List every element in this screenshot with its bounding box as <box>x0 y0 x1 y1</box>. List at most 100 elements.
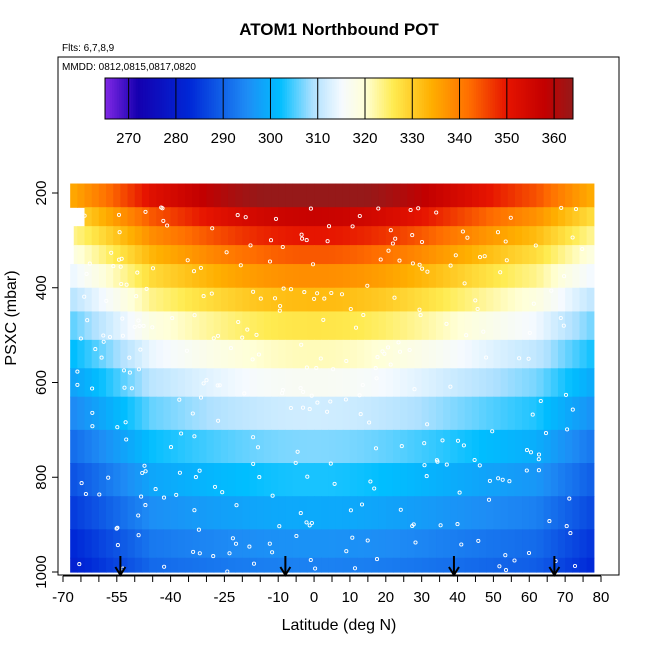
x-tick-label: 80 <box>593 589 610 606</box>
heatmap-cell <box>199 496 208 530</box>
heatmap-cell <box>227 463 236 497</box>
heatmap-cell <box>134 557 143 573</box>
heatmap-cell <box>134 463 143 497</box>
heatmap-cell <box>493 245 502 265</box>
heatmap-cell <box>192 245 200 265</box>
heatmap-cell <box>565 287 573 313</box>
heatmap-cell <box>321 226 330 246</box>
sample-point <box>517 356 522 361</box>
sample-point <box>75 369 80 374</box>
colorbar-swatch <box>523 78 527 119</box>
sample-point <box>448 263 453 268</box>
heatmap-cell <box>292 368 301 398</box>
sample-point <box>503 239 508 244</box>
heatmap-cell <box>314 226 322 246</box>
heatmap-cell <box>306 245 315 265</box>
sample-point <box>350 535 355 540</box>
heatmap-cell <box>550 396 559 431</box>
heatmap-cell <box>278 311 286 341</box>
heatmap-cell <box>91 496 100 530</box>
flights-annotation: Flts: 6,7,8,9 <box>62 43 115 54</box>
heatmap-cell <box>436 287 444 313</box>
colorbar-swatch <box>112 78 115 119</box>
sample-point <box>343 397 348 402</box>
heatmap-cell <box>263 287 272 313</box>
heatmap-cell <box>572 463 581 497</box>
sample-point <box>328 461 333 466</box>
heatmap-cell <box>493 396 502 431</box>
colorbar-swatch <box>331 78 335 119</box>
heatmap-cell <box>392 368 401 398</box>
colorbar-swatch <box>275 78 279 119</box>
heatmap-cell <box>306 339 315 369</box>
sample-point <box>227 551 232 556</box>
heatmap-cell <box>407 287 416 313</box>
heatmap-cell <box>278 226 286 246</box>
heatmap-cell <box>120 183 129 208</box>
sample-point <box>378 257 383 262</box>
heatmap-cell <box>163 287 172 313</box>
heatmap-cell <box>357 245 365 265</box>
heatmap-cell <box>579 183 588 208</box>
colorbar-swatch <box>535 78 539 119</box>
heatmap-cell <box>127 557 136 573</box>
heatmap-cell <box>450 429 459 464</box>
colorbar-swatch <box>419 78 423 119</box>
heatmap-cell <box>407 529 416 559</box>
heatmap-cell <box>213 496 222 530</box>
heatmap-cell <box>256 183 265 208</box>
heatmap-cell <box>486 529 494 559</box>
heatmap-cell <box>557 529 566 559</box>
heatmap-cell <box>507 311 516 341</box>
sample-point <box>124 437 129 442</box>
heatmap-cell <box>349 226 358 246</box>
heatmap-cell <box>120 557 129 573</box>
heatmap-cell <box>443 339 451 369</box>
heatmap-cell <box>357 311 365 341</box>
sample-point <box>360 382 365 388</box>
heatmap-cell <box>407 496 416 530</box>
heatmap-cell <box>443 287 451 313</box>
heatmap-cell <box>77 245 86 265</box>
heatmap-cell <box>565 463 573 497</box>
heatmap-cell <box>184 529 193 559</box>
heatmap-cell <box>392 529 401 559</box>
sample-point <box>490 429 495 434</box>
heatmap-cell <box>163 183 172 208</box>
heatmap-cell <box>321 207 330 227</box>
heatmap-cell <box>529 463 538 497</box>
heatmap-cell <box>271 463 279 497</box>
sample-point <box>299 342 304 347</box>
sample-point <box>526 550 532 556</box>
heatmap-cell <box>163 368 172 398</box>
sample-point <box>129 386 134 391</box>
heatmap-cell <box>428 183 437 208</box>
sample-point <box>267 259 273 264</box>
heatmap-cell <box>400 396 408 431</box>
heatmap-cell <box>299 245 308 265</box>
heatmap-cell <box>407 311 416 341</box>
heatmap-cell <box>514 264 523 289</box>
colorbar-swatch <box>450 78 453 119</box>
colorbar-swatch <box>284 78 288 119</box>
heatmap-cell <box>285 226 294 246</box>
heatmap-cell <box>84 463 93 497</box>
sample-point <box>104 298 109 303</box>
colorbar-swatch <box>492 78 496 119</box>
heatmap-cell <box>127 183 136 208</box>
heatmap-cell <box>371 557 380 573</box>
sample-point <box>524 468 529 473</box>
sample-point <box>230 536 235 541</box>
heatmap-cell <box>163 463 172 497</box>
colorbar-swatch <box>490 78 494 119</box>
heatmap-cell <box>392 183 401 208</box>
heatmap-cell <box>70 463 78 497</box>
sample-point <box>165 223 170 228</box>
heatmap-cell <box>357 226 365 246</box>
colorbar-swatch <box>135 78 139 119</box>
heatmap-cell <box>306 496 315 530</box>
heatmap-cell <box>227 311 236 341</box>
heatmap-cell <box>428 396 437 431</box>
heatmap-cell <box>328 245 337 265</box>
heatmap-cell <box>529 496 538 530</box>
